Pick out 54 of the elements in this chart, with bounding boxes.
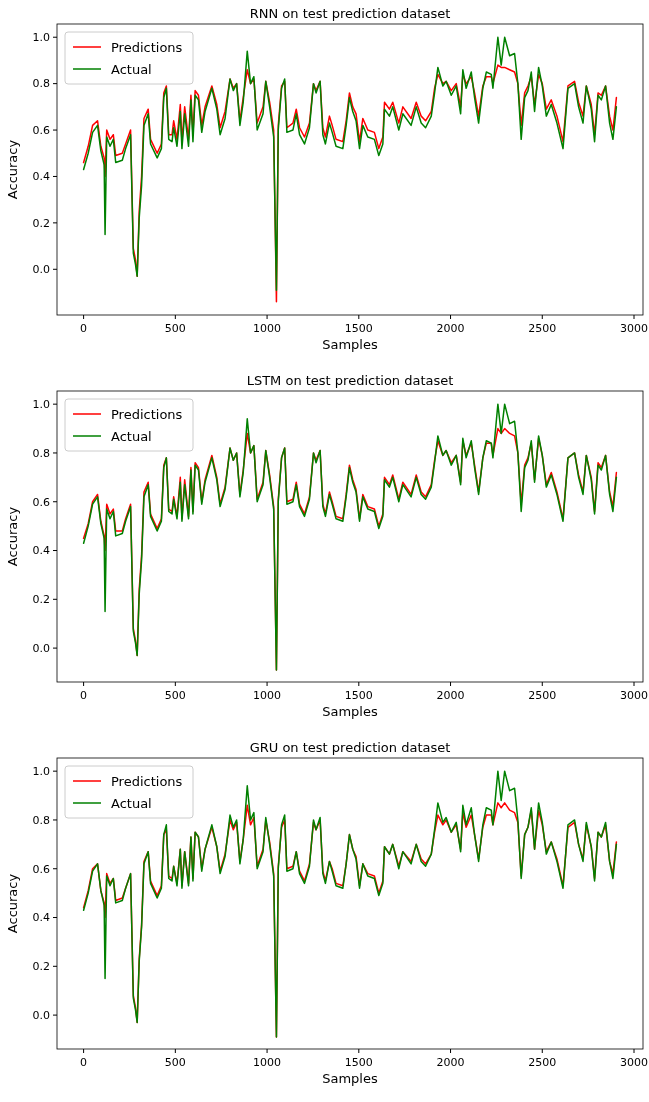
y-tick-label: 0.6 [32,495,50,509]
chart-title: GRU on test prediction dataset [249,740,451,755]
legend-label: Predictions [111,39,183,55]
y-tick-label: 0.0 [32,1008,50,1022]
y-tick-label: 0.8 [32,77,50,91]
x-tick-label: 2500 [528,689,557,702]
x-tick-label: 500 [164,322,186,335]
x-tick-label: 3000 [620,689,649,702]
y-tick-label: 0.8 [32,446,50,460]
y-tick-label: 0.4 [32,170,50,184]
x-tick-label: 3000 [620,322,649,335]
x-tick-label: 0 [80,1056,88,1069]
x-tick-label: 2000 [436,689,465,702]
chart-title: RNN on test prediction dataset [249,6,451,21]
y-tick-label: 0.2 [32,593,50,607]
x-tick-label: 1000 [253,1056,282,1069]
x-axis-title: Samples [322,337,378,352]
y-tick-label: 0.2 [32,960,50,974]
x-tick-label: 3000 [620,1056,649,1069]
y-tick-label: 0.4 [32,911,50,925]
y-tick-label: 0.0 [32,263,50,277]
x-tick-label: 2000 [436,322,465,335]
y-tick-label: 1.0 [32,765,50,779]
x-tick-label: 2500 [528,322,557,335]
legend-label: Actual [111,795,152,811]
legend-label: Actual [111,61,152,77]
y-tick-label: 0.4 [32,544,50,558]
y-tick-label: 0.0 [32,641,50,655]
y-tick-label: 0.6 [32,862,50,876]
x-tick-label: 2000 [436,1056,465,1069]
legend-label: Actual [111,428,152,444]
x-tick-label: 0 [80,322,88,335]
x-axis-title: Samples [322,1071,378,1086]
chart-title: LSTM on test prediction dataset [246,373,454,388]
y-axis-title: Accuracy [5,506,20,567]
x-tick-label: 1500 [344,1056,373,1069]
x-tick-label: 500 [164,689,186,702]
x-tick-label: 0 [80,689,88,702]
x-tick-label: 1000 [253,322,282,335]
legend-label: Predictions [111,406,183,422]
y-tick-label: 1.0 [32,31,50,45]
legend-label: Predictions [111,773,183,789]
x-axis-title: Samples [322,704,378,719]
x-tick-label: 2500 [528,1056,557,1069]
x-tick-label: 500 [164,1056,186,1069]
y-axis-title: Accuracy [5,873,20,934]
x-tick-label: 1500 [344,689,373,702]
y-tick-label: 0.2 [32,216,50,230]
x-tick-label: 1000 [253,689,282,702]
x-tick-label: 1500 [344,322,373,335]
y-tick-label: 0.6 [32,123,50,137]
y-tick-label: 1.0 [32,398,50,412]
y-tick-label: 0.8 [32,813,50,827]
y-axis-title: Accuracy [5,139,20,200]
